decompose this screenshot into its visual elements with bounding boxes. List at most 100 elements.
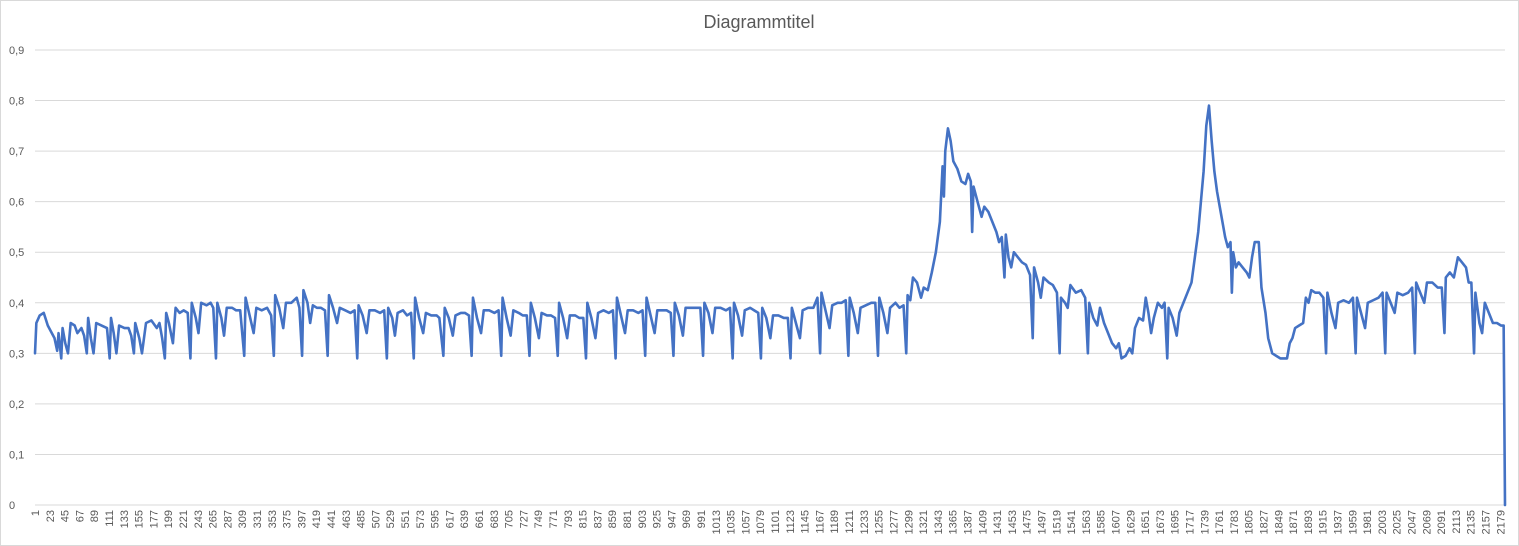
x-tick-label: 2113	[1451, 510, 1463, 534]
x-tick-label: 2069	[1421, 510, 1433, 534]
x-tick-label: 2135	[1466, 510, 1478, 534]
x-tick-label: 1937	[1332, 510, 1344, 534]
x-tick-label: 1739	[1199, 510, 1211, 534]
grid-lines	[35, 49, 1505, 506]
x-tick-label: 1827	[1258, 510, 1270, 534]
x-tick-label: 1607	[1110, 510, 1122, 534]
series-layer	[33, 104, 1507, 507]
x-tick-label: 1	[30, 510, 42, 516]
x-tick-label: 1717	[1184, 510, 1196, 534]
x-tick-label: 67	[74, 510, 86, 522]
x-tick-label: 1145	[800, 510, 812, 534]
x-tick-label: 1959	[1347, 510, 1359, 534]
x-tick-label: 2047	[1406, 510, 1418, 534]
x-tick-label: 529	[385, 510, 397, 528]
y-tick-label: 0,4	[9, 298, 24, 310]
y-tick-label: 0,3	[9, 348, 24, 360]
y-tick-label: 0,1	[9, 449, 24, 461]
x-tick-label: 2179	[1495, 510, 1507, 534]
x-tick-label: 1629	[1125, 510, 1137, 534]
x-tick-label: 683	[489, 510, 501, 528]
x-tick-label: 89	[89, 510, 101, 522]
x-tick-label: 1101	[770, 510, 782, 534]
x-tick-label: 793	[563, 510, 575, 528]
x-tick-label: 1893	[1303, 510, 1315, 534]
x-tick-label: 727	[518, 510, 530, 528]
y-tick-label: 0,6	[9, 197, 24, 209]
x-tick-label: 243	[193, 510, 205, 528]
x-tick-label: 705	[504, 510, 516, 528]
x-tick-label: 507	[370, 510, 382, 528]
x-tick-label: 1035	[726, 510, 738, 534]
x-tick-label: 639	[459, 510, 471, 528]
x-tick-label: 837	[592, 510, 604, 528]
x-tick-label: 287	[222, 510, 234, 528]
x-tick-label: 1299	[903, 510, 915, 534]
y-tick-label: 0,2	[9, 399, 24, 411]
x-tick-label: 1563	[1081, 510, 1093, 534]
x-tick-label: 331	[252, 510, 264, 528]
x-tick-label: 1915	[1318, 510, 1330, 534]
x-tick-label: 947	[666, 510, 678, 528]
x-tick-label: 1365	[948, 510, 960, 534]
y-tick-label: 0,7	[9, 146, 24, 158]
x-tick-label: 1805	[1244, 510, 1256, 534]
x-tick-label: 1233	[859, 510, 871, 534]
x-tick-label: 1123	[785, 510, 797, 534]
x-tick-label: 133	[119, 510, 131, 528]
x-tick-label: 1695	[1170, 510, 1182, 534]
x-tick-label: 1783	[1229, 510, 1241, 534]
x-tick-label: 2003	[1377, 510, 1389, 534]
x-tick-label: 1013	[711, 510, 723, 534]
x-tick-label: 573	[415, 510, 427, 528]
x-tick-label: 1431	[992, 510, 1004, 534]
x-tick-label: 1519	[1051, 510, 1063, 534]
y-tick-label: 0,8	[9, 96, 24, 108]
x-tick-label: 309	[237, 510, 249, 528]
x-tick-label: 1321	[918, 510, 930, 534]
y-tick-label: 0,9	[9, 45, 24, 57]
x-tick-label: 617	[444, 510, 456, 528]
x-tick-label: 1211	[844, 510, 856, 534]
x-tick-label: 45	[60, 510, 72, 522]
y-tick-label: 0	[9, 500, 15, 512]
x-tick-label: 1497	[1036, 510, 1048, 534]
x-tick-label: 1585	[1096, 510, 1108, 534]
x-tick-label: 859	[607, 510, 619, 528]
x-tick-label: 661	[474, 510, 486, 528]
x-tick-label: 353	[267, 510, 279, 528]
x-tick-label: 749	[533, 510, 545, 528]
x-tick-label: 1167	[814, 510, 826, 534]
x-tick-label: 881	[622, 510, 634, 528]
x-tick-label: 903	[637, 510, 649, 528]
x-tick-label: 265	[208, 510, 220, 528]
x-tick-label: 463	[341, 510, 353, 528]
x-tick-label: 1761	[1214, 510, 1226, 534]
x-tick-label: 2157	[1480, 510, 1492, 534]
x-tick-label: 1981	[1362, 510, 1374, 534]
x-tick-label: 1475	[1022, 510, 1034, 534]
x-tick-label: 2091	[1436, 510, 1448, 534]
x-tick-label: 1189	[829, 510, 841, 534]
x-tick-label: 551	[400, 510, 412, 528]
x-tick-label: 485	[356, 510, 368, 528]
x-tick-label: 1387	[962, 510, 974, 534]
x-tick-label: 1651	[1140, 510, 1152, 534]
x-tick-label: 111	[104, 510, 116, 527]
x-tick-label: 177	[148, 510, 160, 528]
x-tick-label: 1453	[1007, 510, 1019, 534]
x-tick-label: 419	[311, 510, 323, 528]
x-tick-label: 2025	[1392, 510, 1404, 534]
x-tick-label: 1079	[755, 510, 767, 534]
x-tick-label: 595	[430, 510, 442, 528]
x-tick-label: 1255	[874, 510, 886, 534]
x-tick-label: 771	[548, 510, 560, 528]
x-tick-label: 1541	[1066, 510, 1078, 534]
x-tick-label: 969	[681, 510, 693, 528]
x-tick-label: 815	[578, 510, 590, 528]
x-tick-label: 1673	[1155, 510, 1167, 534]
x-tick-label: 397	[296, 510, 308, 528]
x-tick-label: 221	[178, 510, 190, 528]
x-tick-label: 991	[696, 510, 708, 528]
